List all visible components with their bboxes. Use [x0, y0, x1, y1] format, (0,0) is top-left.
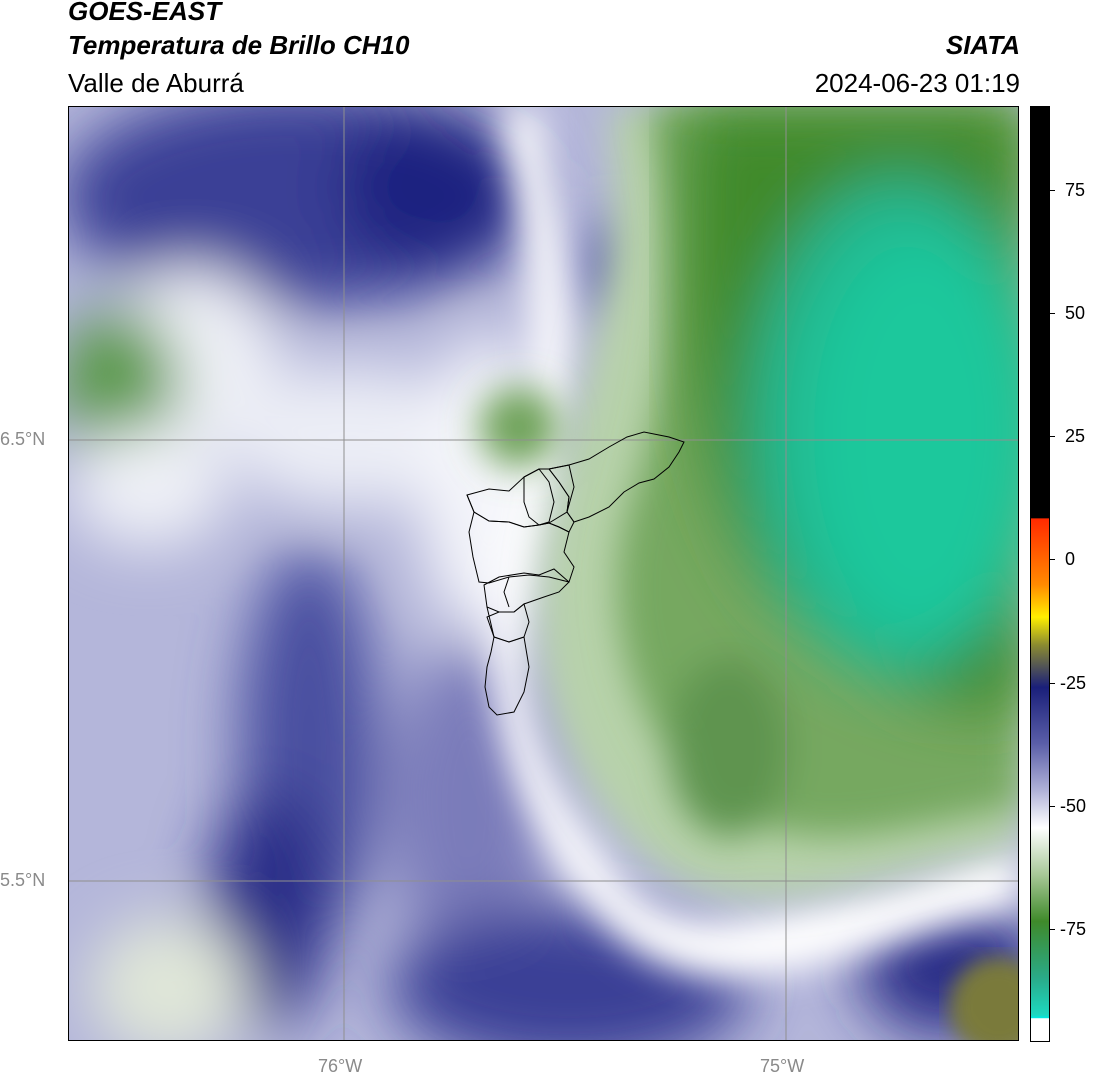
warm-corner	[949, 957, 1018, 1040]
lat-label-6-5: 6.5°N	[0, 429, 46, 449]
cbar-tick-75: 75	[1065, 180, 1086, 200]
brightness-temperature-map	[68, 106, 1019, 1041]
lat-label-5-5: 5.5°N	[0, 870, 46, 890]
lon-label-76w: 76°W	[318, 1056, 363, 1076]
cold-core-region	[685, 107, 1018, 709]
cbar-tick-minus75: -75	[1060, 919, 1087, 939]
region-title: Valle de Aburrá	[68, 68, 244, 98]
lon-label-75w: 75°W	[760, 1056, 805, 1076]
agency-label: SIATA	[945, 30, 1020, 60]
cbar-tick-minus50: -50	[1060, 796, 1087, 816]
cloud-edge-band	[492, 107, 1018, 978]
cbar-tick-minus25: -25	[1060, 673, 1087, 693]
colorbar	[1030, 106, 1050, 1042]
cbar-tick-50: 50	[1065, 303, 1086, 323]
product-title: Temperatura de Brillo CH10	[68, 30, 410, 60]
cbar-tick-25: 25	[1065, 426, 1086, 446]
satellite-title: GOES-EAST	[68, 0, 222, 26]
datetime-label: 2024-06-23 01:19	[814, 68, 1020, 98]
municipal-boundaries	[466, 431, 685, 716]
cbar-tick-0: 0	[1065, 549, 1076, 569]
map-image	[69, 107, 1018, 1040]
colorbar-gradient	[1031, 107, 1049, 1041]
